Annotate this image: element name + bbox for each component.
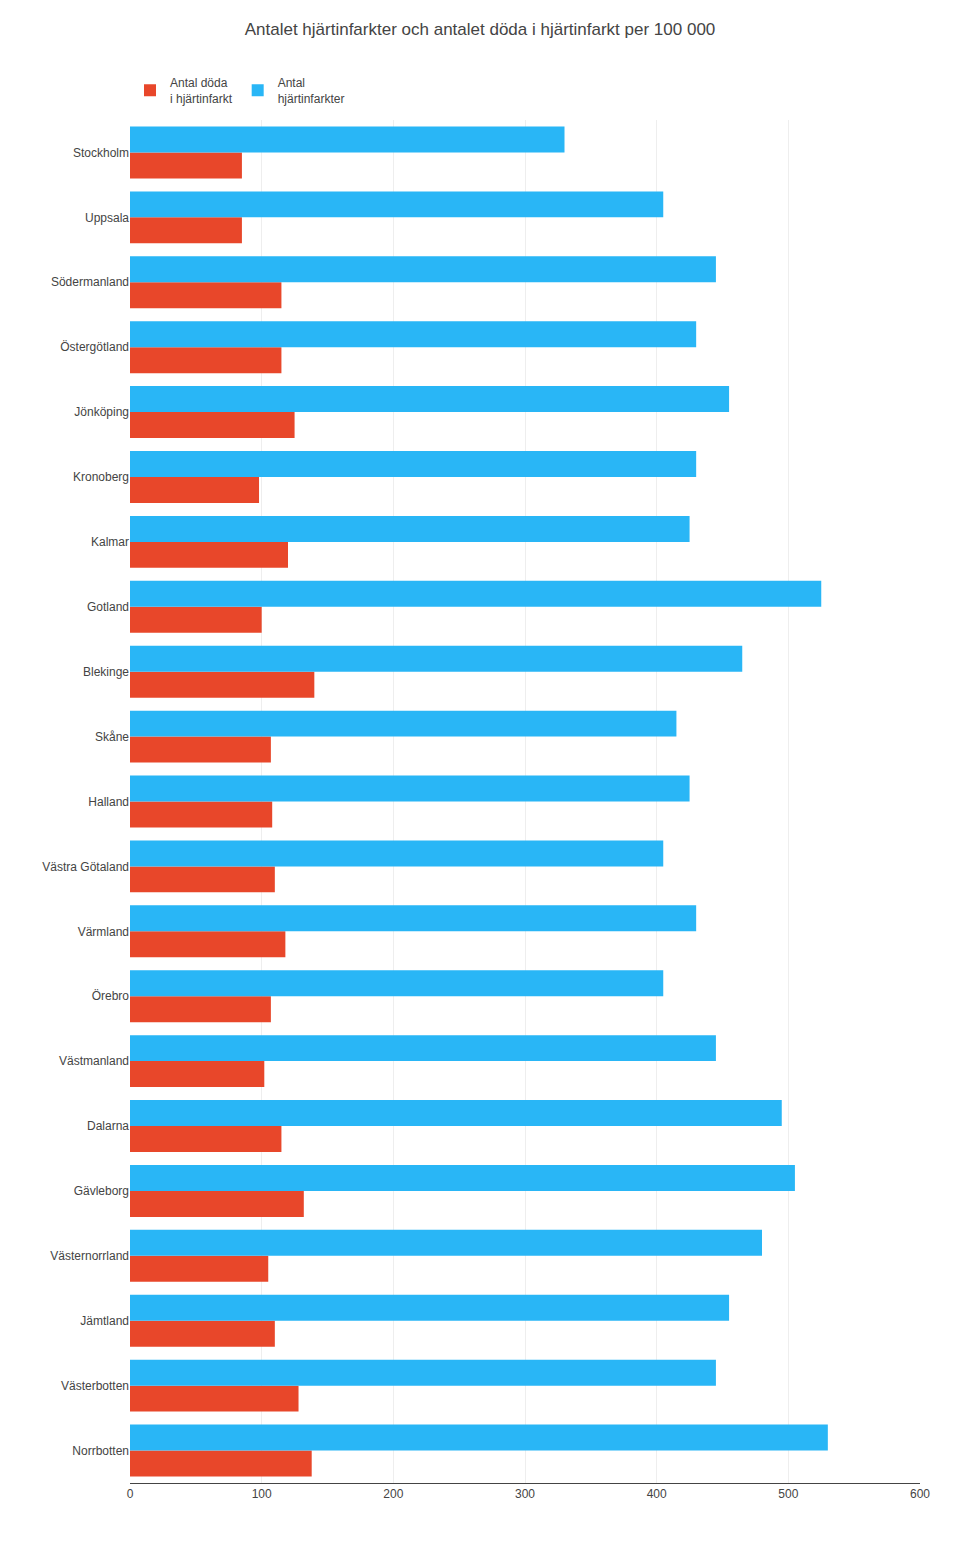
- svg-text:Västernorrland: Västernorrland: [50, 1249, 129, 1263]
- svg-text:Gotland: Gotland: [87, 600, 129, 614]
- svg-text:Stockholm: Stockholm: [73, 146, 129, 160]
- svg-text:Kalmar: Kalmar: [91, 535, 129, 549]
- svg-text:Halland: Halland: [88, 795, 129, 809]
- svg-text:Blekinge: Blekinge: [83, 665, 129, 679]
- svg-text:0: 0: [127, 1487, 134, 1501]
- svg-text:300: 300: [515, 1487, 535, 1501]
- svg-text:Västmanland: Västmanland: [59, 1054, 129, 1068]
- svg-text:Norrbotten: Norrbotten: [72, 1444, 129, 1458]
- svg-text:100: 100: [252, 1487, 272, 1501]
- svg-text:400: 400: [647, 1487, 667, 1501]
- svg-text:Skåne: Skåne: [95, 730, 129, 744]
- svg-text:Antalet hjärtinfarkter och ant: Antalet hjärtinfarkter och antalet döda …: [245, 20, 716, 39]
- svg-text:Örebro: Örebro: [92, 989, 130, 1003]
- svg-text:Antal dödai hjärtinfarkt: Antal dödai hjärtinfarkt: [170, 76, 233, 106]
- svg-text:Östergötland: Östergötland: [60, 340, 129, 354]
- svg-text:Jämtland: Jämtland: [80, 1314, 129, 1328]
- svg-text:Dalarna: Dalarna: [87, 1119, 129, 1133]
- svg-text:Gävleborg: Gävleborg: [74, 1184, 129, 1198]
- svg-text:Västra Götaland: Västra Götaland: [42, 860, 129, 874]
- svg-text:500: 500: [778, 1487, 798, 1501]
- svg-text:Värmland: Värmland: [78, 925, 129, 939]
- svg-text:Uppsala: Uppsala: [85, 211, 129, 225]
- svg-text:200: 200: [383, 1487, 403, 1501]
- svg-text:600: 600: [910, 1487, 930, 1501]
- svg-text:Jönköping: Jönköping: [74, 405, 129, 419]
- svg-text:Kronoberg: Kronoberg: [73, 470, 129, 484]
- svg-text:Västerbotten: Västerbotten: [61, 1379, 129, 1393]
- svg-text:Södermanland: Södermanland: [51, 275, 129, 289]
- svg-text:Antalhjärtinfarkter: Antalhjärtinfarkter: [278, 76, 345, 106]
